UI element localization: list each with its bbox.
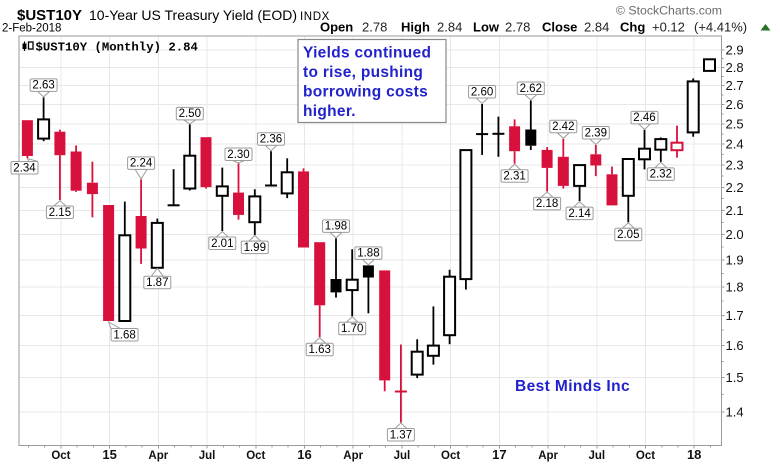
svg-text:2.42: 2.42 <box>552 121 574 133</box>
svg-text:2.36: 2.36 <box>260 134 282 146</box>
svg-text:higher.: higher. <box>303 103 356 120</box>
svg-text:Oct: Oct <box>636 450 655 462</box>
svg-text:1.88: 1.88 <box>357 248 379 260</box>
svg-text:2.8: 2.8 <box>726 60 744 75</box>
svg-text:1.8: 1.8 <box>726 280 744 295</box>
svg-text:2.39: 2.39 <box>585 127 607 139</box>
svg-text:Close: Close <box>542 20 577 35</box>
svg-text:Best Minds Inc: Best Minds Inc <box>515 378 630 395</box>
svg-text:2.30: 2.30 <box>227 149 249 161</box>
svg-text:1.6: 1.6 <box>726 338 744 353</box>
svg-text:1.37: 1.37 <box>390 429 412 441</box>
svg-text:1.4: 1.4 <box>726 404 744 419</box>
svg-text:$UST10Y: $UST10Y <box>17 7 82 24</box>
svg-text:1.68: 1.68 <box>113 329 135 341</box>
svg-text:2.2: 2.2 <box>726 180 744 195</box>
svg-text:2.46: 2.46 <box>633 112 655 124</box>
svg-text:borrowing costs: borrowing costs <box>303 84 428 101</box>
svg-text:© StockCharts.com: © StockCharts.com <box>616 4 722 18</box>
svg-text:Oct: Oct <box>441 450 460 462</box>
svg-text:2.18: 2.18 <box>536 198 558 210</box>
svg-text:Jul: Jul <box>394 450 411 462</box>
svg-text:15: 15 <box>102 447 116 462</box>
svg-text:18: 18 <box>687 447 701 462</box>
svg-text:1.98: 1.98 <box>325 221 347 233</box>
svg-text:Apr: Apr <box>343 450 363 462</box>
svg-text:2.5: 2.5 <box>726 116 744 131</box>
svg-text:1.7: 1.7 <box>726 308 744 323</box>
svg-text:Apr: Apr <box>538 450 558 462</box>
svg-text:2.78: 2.78 <box>362 20 387 35</box>
svg-text:2.50: 2.50 <box>179 108 201 120</box>
svg-text:Chg: Chg <box>620 20 645 35</box>
svg-text:2.34: 2.34 <box>13 162 36 174</box>
svg-text:1.70: 1.70 <box>341 323 363 335</box>
svg-text:16: 16 <box>297 447 311 462</box>
svg-text:Open: Open <box>320 20 353 35</box>
svg-text:1.99: 1.99 <box>244 242 266 254</box>
svg-text:2.84: 2.84 <box>584 20 609 35</box>
svg-text:2.31: 2.31 <box>503 171 525 183</box>
svg-text:2-Feb-2018: 2-Feb-2018 <box>2 23 61 35</box>
svg-text:2.0: 2.0 <box>726 227 744 242</box>
svg-text:2.3: 2.3 <box>726 158 744 173</box>
svg-text:+0.12: +0.12 <box>652 20 685 35</box>
svg-text:Oct: Oct <box>246 450 265 462</box>
svg-text:to rise, pushing: to rise, pushing <box>303 64 423 81</box>
svg-text:2.24: 2.24 <box>130 158 153 170</box>
svg-text:2.60: 2.60 <box>471 86 493 98</box>
svg-text:10-Year US Treasury Yield (EOD: 10-Year US Treasury Yield (EOD) <box>89 7 297 23</box>
svg-text:Jul: Jul <box>199 450 216 462</box>
svg-text:High: High <box>401 20 430 35</box>
svg-text:2.01: 2.01 <box>211 238 233 250</box>
svg-text:Oct: Oct <box>51 450 70 462</box>
svg-text:17: 17 <box>492 447 506 462</box>
svg-text:(+4.41%): (+4.41%) <box>694 20 747 35</box>
svg-text:2.1: 2.1 <box>726 203 744 218</box>
svg-text:2.6: 2.6 <box>726 97 744 112</box>
svg-text:2.9: 2.9 <box>726 43 744 58</box>
svg-text:2.62: 2.62 <box>520 83 542 95</box>
svg-text:1.87: 1.87 <box>146 277 168 289</box>
svg-text:2.7: 2.7 <box>726 78 744 93</box>
svg-text:2.14: 2.14 <box>568 208 591 220</box>
svg-text:1.9: 1.9 <box>726 253 744 268</box>
svg-text:Low: Low <box>473 20 500 35</box>
svg-text:2.78: 2.78 <box>505 20 530 35</box>
svg-text:1.5: 1.5 <box>726 370 744 385</box>
svg-text:2.32: 2.32 <box>650 169 672 181</box>
svg-text:INDX: INDX <box>300 11 330 23</box>
svg-text:2.4: 2.4 <box>726 137 744 152</box>
svg-text:2.63: 2.63 <box>32 80 54 92</box>
svg-text:$UST10Y (Monthly) 2.84: $UST10Y (Monthly) 2.84 <box>36 41 199 55</box>
svg-text:2.84: 2.84 <box>437 20 462 35</box>
svg-text:1.63: 1.63 <box>309 344 331 356</box>
svg-text:Jul: Jul <box>588 450 605 462</box>
svg-text:2.15: 2.15 <box>49 207 71 219</box>
svg-text:2.05: 2.05 <box>617 229 639 241</box>
svg-text:Apr: Apr <box>148 450 168 462</box>
svg-text:Yields continued: Yields continued <box>303 45 431 62</box>
